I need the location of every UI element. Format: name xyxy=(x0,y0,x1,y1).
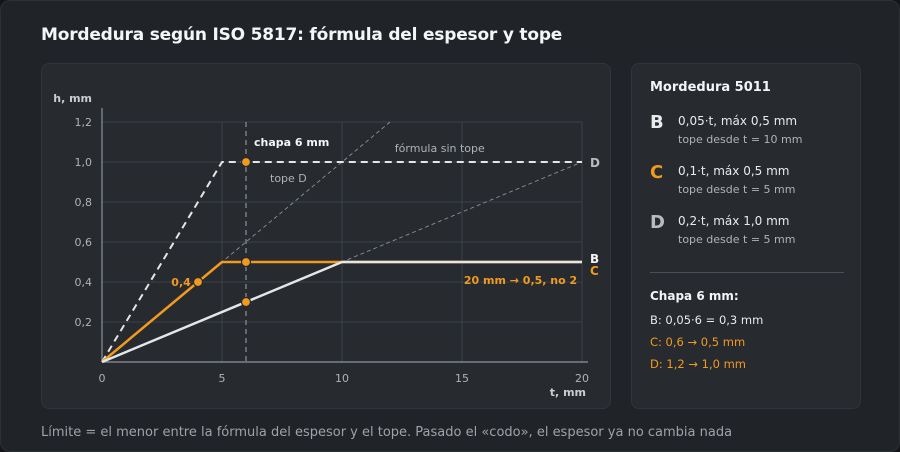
annotation-20mm: 20 mm → 0,5, no 2 xyxy=(464,274,577,287)
legend-cap-d: tope desde t = 5 mm xyxy=(678,233,796,246)
sheet-6mm-label: chapa 6 mm xyxy=(254,136,329,149)
legend-formula-c: 0,1·t, máx 0,5 mm xyxy=(678,164,790,178)
y-tick-label: 0,8 xyxy=(75,196,93,209)
chart-card: 0,2 0,4 0,6 0,8 1,0 1,2 0 5 10 15 20 h, mm t, mm chap… xyxy=(41,63,611,409)
end-label-c: C xyxy=(590,264,599,278)
data-point-marker xyxy=(240,296,252,308)
legend-divider xyxy=(650,272,844,273)
x-tick-label: 20 xyxy=(575,372,589,385)
annotation-formula-no-cap: fórmula sin tope xyxy=(395,142,485,155)
x-axis-label: t, mm xyxy=(550,386,586,399)
legend-formula-d: 0,2·t, máx 1,0 mm xyxy=(678,214,790,228)
sheet-line-d: D: 1,2 → 1,0 mm xyxy=(650,357,746,371)
data-point-marker xyxy=(240,256,252,268)
y-axis-label: h, mm xyxy=(53,92,92,105)
x-tick-label: 5 xyxy=(219,372,226,385)
legend-formula-b: 0,05·t, máx 0,5 mm xyxy=(678,114,798,128)
legend-cap-c: tope desde t = 5 mm xyxy=(678,183,796,196)
annotation-point-04: 0,4 xyxy=(171,276,191,289)
sheet-line-c: C: 0,6 → 0,5 mm xyxy=(650,335,746,349)
legend-letter-b: B xyxy=(650,112,664,133)
x-tick-label: 15 xyxy=(455,372,469,385)
y-tick-label: 0,4 xyxy=(75,276,93,289)
page-title: Mordedura según ISO 5817: fórmula del es… xyxy=(41,25,563,45)
y-tick-label: 1,2 xyxy=(75,116,93,129)
data-point-marker xyxy=(240,156,252,168)
y-tick-label: 1,0 xyxy=(75,156,93,169)
footer-note: Límite = el menor entre la fórmula del e… xyxy=(41,425,733,440)
data-point-marker xyxy=(192,276,204,288)
legend-letter-d: D xyxy=(650,212,665,233)
x-tick-label: 10 xyxy=(335,372,349,385)
sheet-title: Chapa 6 mm: xyxy=(650,289,739,303)
sheet-line-b: B: 0,05·6 = 0,3 mm xyxy=(650,313,764,327)
end-label-b: B xyxy=(590,252,599,266)
series-line-d xyxy=(101,161,582,363)
legend-letter-c: C xyxy=(650,162,664,183)
y-tick-label: 0,2 xyxy=(75,316,93,329)
undercut-chart: 0,2 0,4 0,6 0,8 1,0 1,2 0 5 10 15 20 h, mm t, mm chap… xyxy=(53,92,600,399)
annotation-cap-d: tope D xyxy=(270,172,307,185)
legend-cap-b: tope desde t = 10 mm xyxy=(678,133,803,146)
end-label-d: D xyxy=(590,156,600,170)
legend-card: Mordedura 5011 B 0,05·t, máx 0,5 mm tope… xyxy=(631,63,861,409)
x-tick-label: 0 xyxy=(99,372,106,385)
y-tick-label: 0,6 xyxy=(75,236,93,249)
legend-title: Mordedura 5011 xyxy=(650,80,771,95)
series-line-b xyxy=(101,260,582,364)
